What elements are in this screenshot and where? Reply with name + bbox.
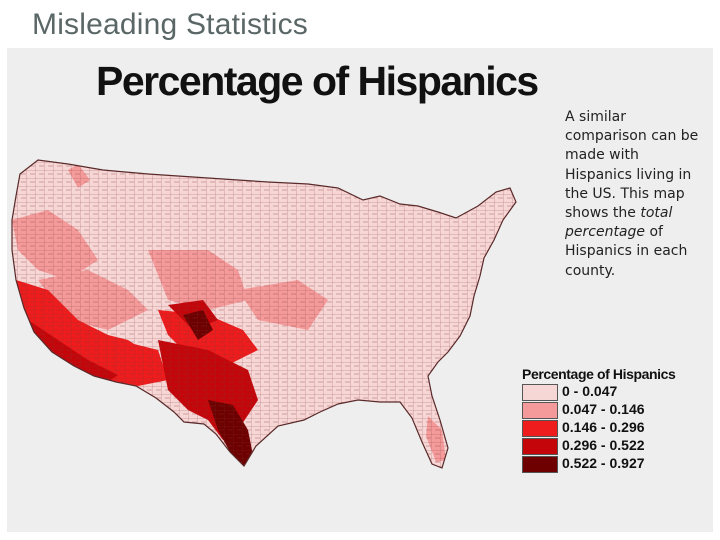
legend-label: 0 - 0.047 <box>562 383 618 399</box>
legend-label: 0.296 - 0.522 <box>562 437 645 453</box>
legend-swatch <box>522 438 558 455</box>
legend-label: 0.146 - 0.296 <box>562 419 645 435</box>
legend-title: Percentage of Hispanics <box>522 366 676 382</box>
map-title: Percentage of Hispanics <box>96 58 539 104</box>
caption-emphasis: total percentage <box>565 205 673 241</box>
legend-swatch <box>522 402 558 419</box>
legend-item: 0.522 - 0.927 <box>522 455 707 473</box>
legend-label: 0.047 - 0.146 <box>562 401 645 417</box>
legend-item: 0.146 - 0.296 <box>522 419 707 437</box>
legend-swatch <box>522 456 558 473</box>
legend-swatch <box>522 384 558 401</box>
legend-swatch <box>522 420 558 437</box>
caption-part-1: A similar comparison can be made with Hi… <box>565 109 699 222</box>
legend-item: 0 - 0.047 <box>522 383 707 401</box>
caption-text: A similar comparison can be made with Hi… <box>565 108 705 281</box>
legend-label: 0.522 - 0.927 <box>562 455 645 471</box>
caption-part-2: of Hispanics in each county. <box>565 224 688 279</box>
legend-item: 0.047 - 0.146 <box>522 401 707 419</box>
map-legend: Percentage of Hispanics 0 - 0.047 0.047 … <box>522 366 707 473</box>
legend-item: 0.296 - 0.522 <box>522 437 707 455</box>
slide-title: Misleading Statistics <box>32 8 308 41</box>
us-county-map <box>11 159 517 469</box>
